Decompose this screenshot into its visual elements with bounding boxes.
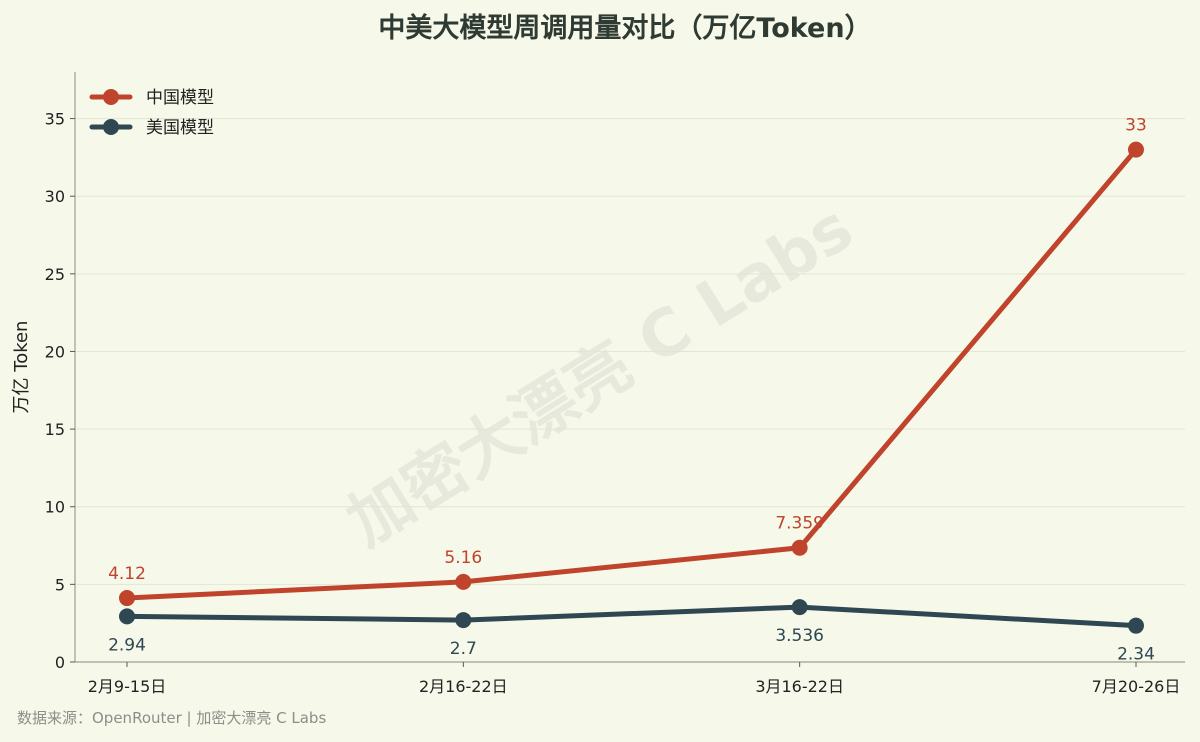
data-point[interactable]: [119, 608, 135, 625]
data-label: 5.16: [444, 548, 482, 568]
y-tick-label: 0: [55, 653, 65, 672]
watermark-text: 加密大漂亮 C Labs: [335, 191, 866, 561]
series-line-0: [124, 147, 1139, 601]
legend-label: 中国模型: [146, 88, 214, 108]
legend-swatch-marker: [103, 119, 119, 135]
source-note: 数据来源：OpenRouter | 加密大漂亮 C Labs: [17, 709, 326, 727]
axes: [74, 72, 1185, 663]
data-point[interactable]: [455, 573, 472, 590]
data-label: 2.7: [450, 639, 477, 659]
y-tick-label: 25: [45, 265, 65, 284]
data-point[interactable]: [455, 612, 472, 629]
series-line-1: [124, 604, 1139, 629]
y-tick-label: 5: [55, 575, 65, 594]
data-label: 2.34: [1117, 645, 1155, 665]
data-labels: 4.12 5.16 7.359 33 2.94 2.7 3.536 2.34: [108, 116, 1155, 665]
x-tick-label: 3月16-22日: [755, 677, 844, 696]
legend-label: 美国模型: [146, 118, 214, 138]
data-point[interactable]: [791, 599, 808, 616]
watermark: 加密大漂亮 C Labs: [335, 191, 866, 561]
grid-lines: [75, 118, 1185, 585]
chart-title: 中美大模型周调用量对比（万亿Token）: [378, 12, 871, 44]
legend-swatch-marker: [103, 89, 119, 105]
data-label: 2.94: [108, 635, 146, 655]
x-tick-label: 7月20-26日: [1092, 677, 1181, 696]
data-label: 33: [1125, 116, 1147, 136]
y-tick-label: 10: [45, 498, 65, 517]
x-tick-label: 2月9-15日: [88, 677, 167, 696]
data-label: 7.359: [775, 514, 824, 534]
data-label: 4.12: [108, 564, 146, 584]
x-tick-label: 2月16-22日: [419, 677, 508, 696]
y-axis-label: 万亿 Token: [11, 321, 32, 414]
y-tick-label: 15: [45, 420, 65, 439]
y-tick-label: 35: [45, 110, 65, 129]
data-point[interactable]: [119, 590, 135, 607]
y-tick-label: 30: [45, 187, 65, 206]
data-point[interactable]: [1128, 141, 1144, 158]
x-axis-ticks: 2月9-15日 2月16-22日 3月16-22日 7月20-26日: [88, 662, 1181, 696]
data-point[interactable]: [1128, 617, 1144, 634]
data-label: 3.536: [775, 626, 824, 646]
series-group: [119, 141, 1144, 634]
y-tick-label: 20: [45, 342, 65, 361]
data-point[interactable]: [791, 539, 808, 556]
y-axis-ticks: 0 5 10 15 20 25 30 35: [45, 110, 75, 672]
